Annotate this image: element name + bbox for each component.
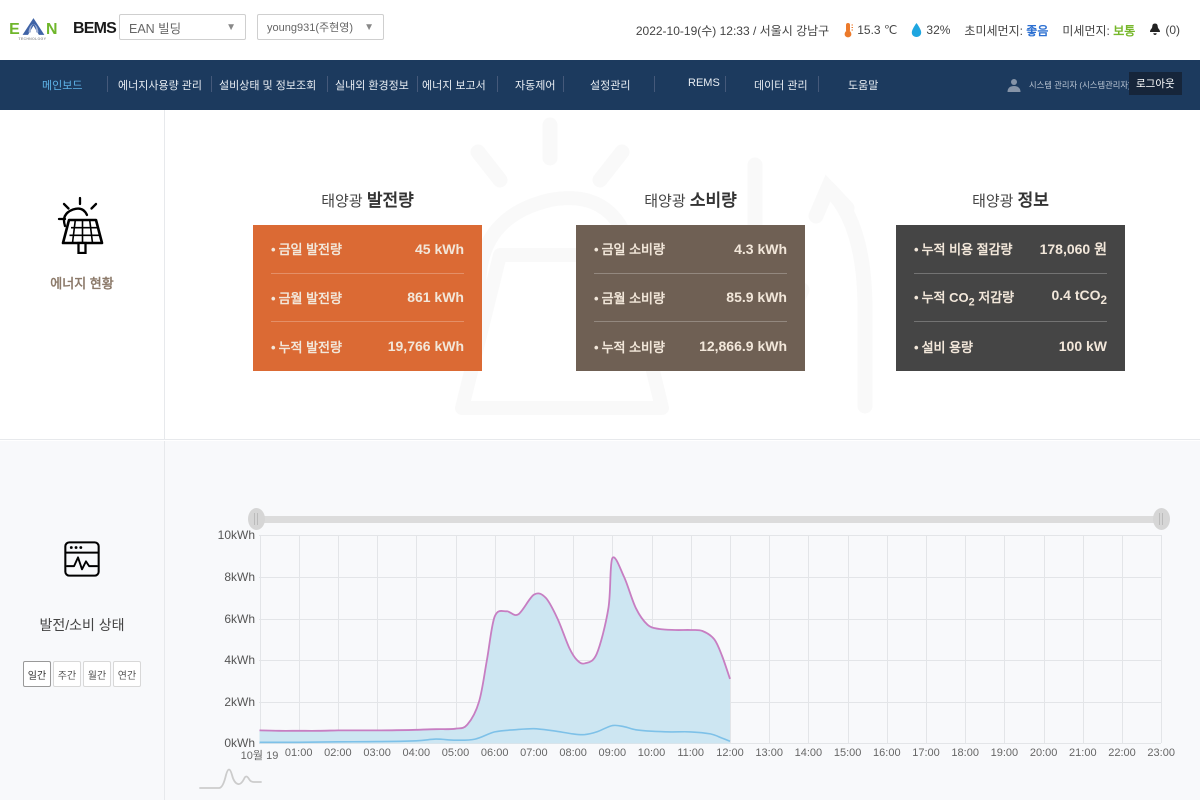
- svg-text:N: N: [46, 21, 58, 38]
- svg-text:TECHNOLOGY: TECHNOLOGY: [18, 37, 46, 41]
- svg-text:E: E: [10, 21, 20, 38]
